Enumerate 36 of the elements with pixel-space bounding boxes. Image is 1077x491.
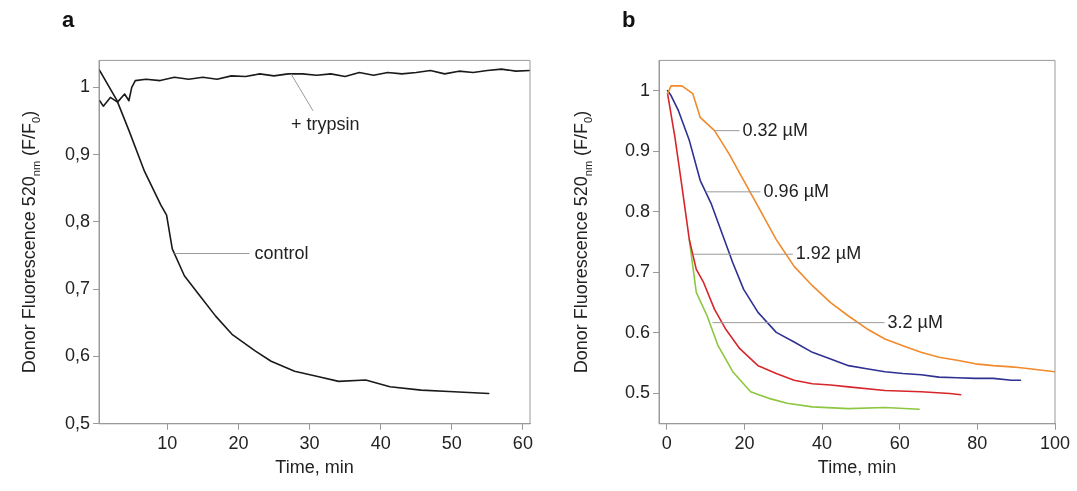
y-tick-label: 0.8 bbox=[624, 200, 651, 221]
y-tick-label: 1 bbox=[640, 79, 651, 100]
x-axis-title: Time, min bbox=[275, 457, 354, 478]
x-tick-label: 50 bbox=[441, 432, 462, 453]
chart-title: b bbox=[622, 7, 636, 33]
annotation: 0.96 µM bbox=[763, 180, 830, 201]
x-tick-label: 60 bbox=[512, 432, 533, 453]
y-tick-label: 0,7 bbox=[64, 278, 91, 299]
x-tick-label: 30 bbox=[299, 432, 320, 453]
annotation: + trypsin bbox=[291, 113, 360, 134]
y-tick-label: 0.7 bbox=[624, 261, 651, 282]
annotation: 3.2 µM bbox=[887, 311, 943, 332]
x-tick-label: 100 bbox=[1039, 432, 1071, 453]
annotation: control bbox=[254, 242, 309, 263]
x-tick-label: 60 bbox=[889, 432, 910, 453]
x-tick-label: 10 bbox=[157, 432, 178, 453]
x-tick-label: 80 bbox=[967, 432, 988, 453]
y-tick-label: 0.5 bbox=[624, 382, 651, 403]
x-tick-label: 40 bbox=[812, 432, 833, 453]
y-tick-label: 0.6 bbox=[624, 321, 651, 342]
x-tick-label: 20 bbox=[228, 432, 249, 453]
y-tick-label: 0,5 bbox=[64, 412, 91, 433]
annotation: 0.32 µM bbox=[742, 119, 808, 140]
x-axis-title: Time, min bbox=[817, 457, 897, 478]
x-tick-label: 40 bbox=[370, 432, 391, 453]
y-axis-title: Donor Fluorescence 520nm (F/F0) bbox=[19, 110, 43, 374]
x-tick-label: 20 bbox=[734, 432, 755, 453]
y-tick-label: 0,9 bbox=[64, 143, 91, 164]
y-tick-label: 1 bbox=[80, 76, 91, 97]
annotation: 1.92 µM bbox=[795, 243, 862, 264]
y-tick-label: 0,6 bbox=[64, 345, 91, 366]
y-tick-label: 0.9 bbox=[624, 140, 651, 161]
y-axis-title: Donor Fluorescence 520nm (F/F0) bbox=[571, 110, 595, 374]
y-tick-label: 0,8 bbox=[64, 210, 91, 231]
x-tick-label: 0 bbox=[661, 432, 672, 453]
chart-title: a bbox=[62, 7, 75, 33]
